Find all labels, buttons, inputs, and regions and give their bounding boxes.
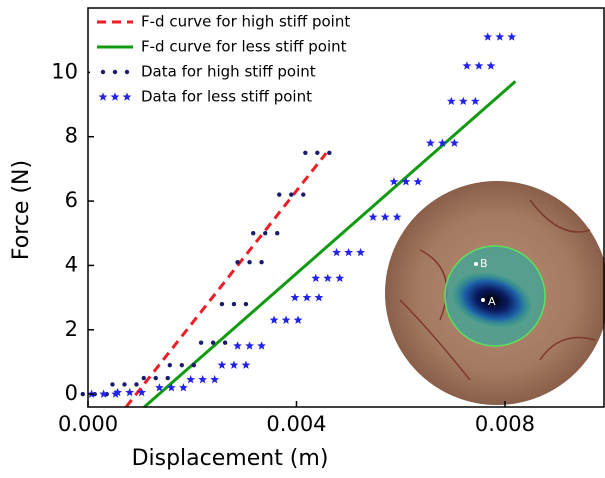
inset-label: B (480, 257, 488, 270)
y-tick-label: 0 (65, 381, 78, 405)
data-point (155, 383, 188, 392)
data-point (186, 375, 220, 384)
data-point (311, 273, 345, 283)
data-point (332, 247, 365, 257)
data-point (389, 177, 423, 186)
x-tick-label: 0.000 (58, 412, 118, 436)
fit-line (143, 80, 517, 409)
data-point (290, 293, 324, 302)
legend-label: F-d curve for high stiff point (141, 13, 350, 31)
legend: F-d curve for high stiff point F-d curve … (90, 9, 375, 113)
data-point (233, 341, 266, 350)
y-tick-label: 8 (65, 124, 78, 148)
data-point (368, 212, 402, 221)
data-point (426, 138, 459, 147)
data-point (303, 150, 332, 155)
legend-label: Data for less stiff point (141, 88, 312, 106)
data-point (219, 301, 249, 307)
inset-label: A (488, 295, 496, 308)
x-tick-label: 0.004 (266, 412, 326, 436)
y-tick-label: 10 (51, 59, 78, 83)
data-point (269, 315, 303, 324)
data-point (462, 61, 496, 70)
legend-label: Data for high stiff point (141, 63, 316, 81)
data-point (446, 96, 480, 106)
legend-swatch (98, 92, 132, 101)
y-tick-label: 2 (65, 317, 78, 341)
x-axis-label: Displacement (m) (132, 446, 329, 471)
data-point (251, 231, 280, 236)
plot-area (80, 32, 517, 409)
y-tick-label: 6 (65, 188, 78, 212)
inset-image: A B (385, 181, 605, 405)
data-point (141, 375, 170, 381)
x-tick-label: 0.008 (475, 412, 535, 436)
axes-frame (87, 7, 605, 408)
y-tick-label: 4 (65, 252, 78, 276)
data-point (277, 192, 306, 197)
y-axis-label: Force (N) (9, 160, 34, 260)
data-point (167, 362, 197, 368)
legend-box (90, 9, 375, 113)
data-point (110, 382, 139, 387)
fit-line (124, 152, 328, 408)
data-point (198, 340, 228, 345)
legend-label: F-d curve for less stiff point (141, 38, 347, 56)
data-point (113, 387, 147, 397)
data-point (483, 32, 517, 41)
data-point (217, 360, 251, 369)
legend-swatch (100, 69, 130, 75)
data-point (235, 260, 264, 265)
